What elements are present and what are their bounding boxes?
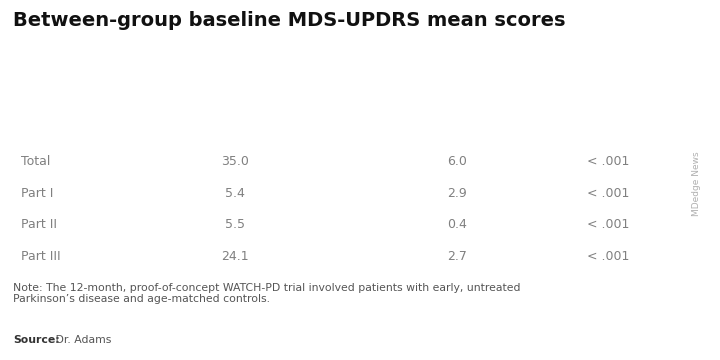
Text: < .001: < .001 [588, 218, 630, 231]
Text: Part II: Part II [21, 218, 57, 231]
Text: Note: The 12-month, proof-of-concept WATCH-PD trial involved patients with early: Note: The 12-month, proof-of-concept WAT… [13, 283, 521, 304]
Text: Part III: Part III [21, 249, 60, 262]
Text: 6.0: 6.0 [447, 155, 467, 168]
Text: Dr. Adams: Dr. Adams [52, 335, 111, 345]
Text: Part I: Part I [21, 186, 53, 199]
Text: 0.4: 0.4 [447, 218, 467, 231]
Text: < .001: < .001 [588, 186, 630, 199]
Text: P value: P value [585, 114, 633, 127]
Text: Source:: Source: [13, 335, 60, 345]
Text: MDedge News: MDedge News [693, 151, 701, 216]
Text: Score: Score [42, 114, 80, 127]
Text: Parkinson’s disease group
(n = 82): Parkinson’s disease group (n = 82) [148, 107, 323, 135]
Text: 2.9: 2.9 [447, 186, 467, 199]
Text: 24.1: 24.1 [221, 249, 248, 262]
Text: 35.0: 35.0 [221, 155, 249, 168]
Text: 5.4: 5.4 [225, 186, 245, 199]
Text: Total: Total [21, 155, 50, 168]
Text: 2.7: 2.7 [447, 249, 467, 262]
Text: < .001: < .001 [588, 155, 630, 168]
Text: Between-group baseline MDS-UPDRS mean scores: Between-group baseline MDS-UPDRS mean sc… [13, 11, 565, 30]
Text: < .001: < .001 [588, 249, 630, 262]
Text: 5.5: 5.5 [225, 218, 245, 231]
Text: Control group
(n = 50): Control group (n = 50) [411, 107, 503, 135]
